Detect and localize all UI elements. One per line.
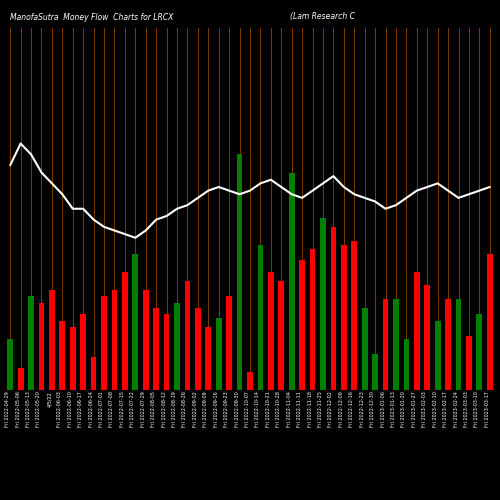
Bar — [184, 281, 190, 390]
Bar — [112, 290, 117, 390]
Bar — [487, 254, 492, 390]
Bar — [268, 272, 274, 390]
Bar — [101, 296, 107, 390]
Text: (Lam Research C: (Lam Research C — [290, 12, 355, 22]
Bar — [90, 358, 96, 390]
Bar — [18, 368, 24, 390]
Bar — [289, 172, 294, 390]
Bar — [278, 281, 284, 390]
Bar — [476, 314, 482, 390]
Bar — [466, 336, 472, 390]
Bar — [300, 260, 305, 390]
Bar — [236, 154, 242, 390]
Bar — [195, 308, 200, 390]
Bar — [352, 242, 357, 390]
Bar — [320, 218, 326, 390]
Bar — [424, 285, 430, 390]
Bar — [247, 372, 253, 390]
Text: ManofaSutra  Money Flow  Charts for LRCX: ManofaSutra Money Flow Charts for LRCX — [10, 12, 173, 22]
Bar — [414, 272, 420, 390]
Bar — [445, 300, 451, 390]
Bar — [393, 300, 399, 390]
Bar — [8, 339, 13, 390]
Bar — [404, 339, 409, 390]
Bar — [206, 326, 211, 390]
Bar — [70, 326, 75, 390]
Bar — [154, 308, 159, 390]
Bar — [435, 321, 440, 390]
Bar — [382, 300, 388, 390]
Bar — [38, 303, 44, 390]
Bar — [143, 290, 148, 390]
Bar — [341, 245, 346, 390]
Bar — [456, 300, 462, 390]
Bar — [132, 254, 138, 390]
Bar — [60, 321, 65, 390]
Bar — [310, 248, 316, 390]
Bar — [258, 245, 264, 390]
Bar — [164, 314, 170, 390]
Bar — [28, 296, 34, 390]
Bar — [49, 290, 55, 390]
Bar — [122, 272, 128, 390]
Bar — [216, 318, 222, 390]
Bar — [330, 227, 336, 390]
Bar — [226, 296, 232, 390]
Bar — [362, 308, 368, 390]
Bar — [80, 314, 86, 390]
Bar — [174, 303, 180, 390]
Bar — [372, 354, 378, 390]
